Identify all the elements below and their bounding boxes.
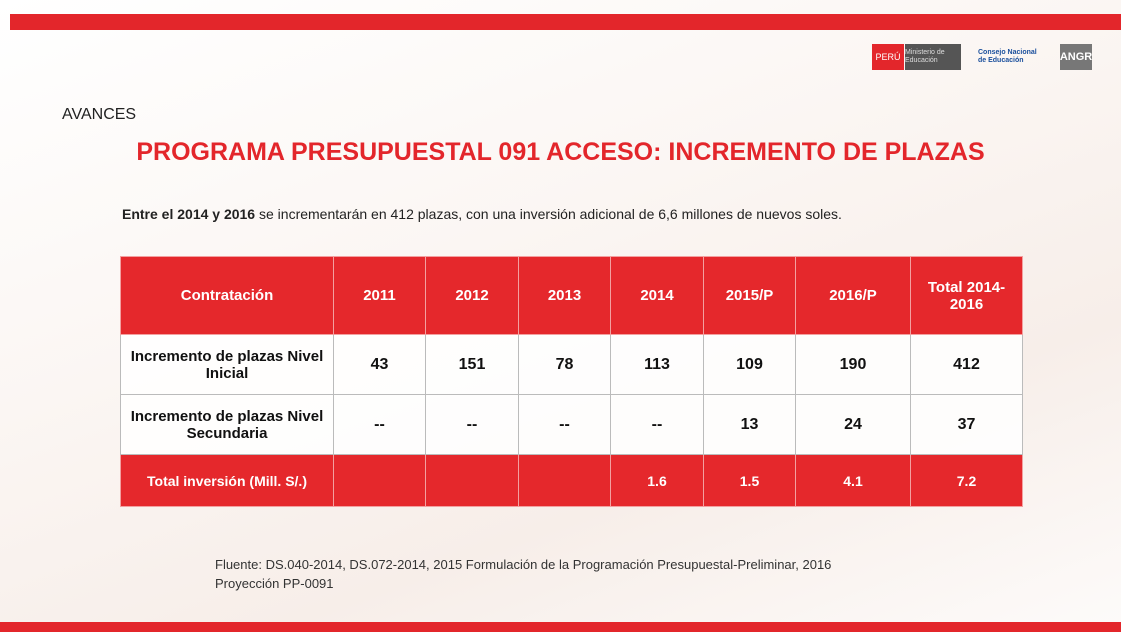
row: Incremento de plazas Nivel Secundaria -- -… — [120, 394, 1023, 455]
title: PROGRAMA PRESUPUESTAL 091 ACCESO: INCREM… — [136, 138, 985, 166]
intro-bold: Entre el 2014 y 2016 — [122, 206, 256, 222]
column-header: 2013 — [518, 256, 611, 335]
intro: Entre el 2014 y 2016 se incrementarán en… — [122, 206, 842, 222]
cell: 412 — [910, 334, 1023, 395]
cell: 13 — [703, 394, 796, 455]
row-label: Incremento de plazas Nivel Secundaria — [120, 394, 334, 455]
row: Incremento de plazas Nivel Inicial 43 151 7… — [120, 334, 1023, 395]
cell: 190 — [795, 334, 911, 395]
column-header: Contratación — [120, 256, 334, 335]
cell: 4.1 — [795, 454, 911, 507]
cell: 43 — [333, 334, 426, 395]
empty-cell — [425, 454, 519, 507]
cell: 37 — [910, 394, 1023, 455]
section-label: AVANCES — [62, 106, 137, 123]
header-row: Contratación 2011 2012 2013 2014 2015/P 2016/P… — [120, 256, 1023, 335]
row-label: Incremento de plazas Nivel Inicial — [120, 334, 334, 395]
column-header: 2014 — [610, 256, 704, 335]
column-header: 2016/P — [795, 256, 911, 335]
cell: 151 — [425, 334, 519, 395]
cell: 7.2 — [910, 454, 1023, 507]
cell: 1.5 — [703, 454, 796, 507]
table: Contratación 2011 2012 2013 2014 2015/P 2016/P… — [120, 256, 1023, 507]
logo: PERÚ — [872, 44, 904, 70]
cell: 78 — [518, 334, 611, 395]
empty-cell — [518, 454, 611, 507]
row-label: Total inversión (Mill. S/.) — [120, 454, 334, 507]
cell: 113 — [610, 334, 704, 395]
cell: -- — [610, 394, 704, 455]
column-header: Total 2014-2016 — [910, 256, 1023, 335]
logo: Consejo Nacional de Educación — [978, 49, 1037, 64]
cell: -- — [518, 394, 611, 455]
cell: -- — [425, 394, 519, 455]
cell: -- — [333, 394, 426, 455]
cell: 1.6 — [610, 454, 704, 507]
column-header: 2015/P — [703, 256, 796, 335]
column-header: 2011 — [333, 256, 426, 335]
logo: Ministerio de Educación — [905, 44, 961, 70]
source-line: Fluente: DS.040-2014, DS.072-2014, 2015 … — [215, 557, 832, 572]
logo: ANGR — [1060, 44, 1092, 70]
intro-text: se incrementarán en 412 plazas, con una … — [259, 206, 842, 222]
total-row: Total inversión (Mill. S/.) 1.6 1.5 4.1 7.2 — [120, 454, 1023, 507]
bottom-bar — [0, 622, 1121, 632]
column-header: 2012 — [425, 256, 519, 335]
empty-cell — [333, 454, 426, 507]
cell: 24 — [795, 394, 911, 455]
source-line: Proyección PP-0091 — [215, 576, 334, 591]
top-bar — [10, 14, 1121, 30]
cell: 109 — [703, 334, 796, 395]
source: Fluente: DS.040-2014, DS.072-2014, 2015 … — [215, 555, 831, 593]
